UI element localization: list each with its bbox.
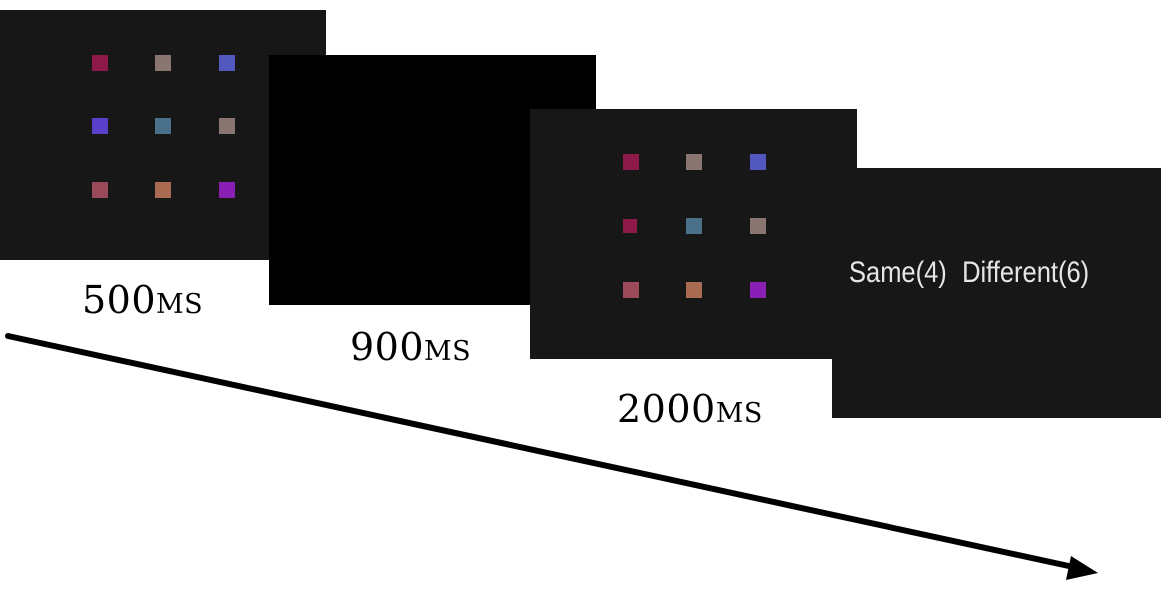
- color-square: [750, 218, 766, 234]
- same-option-label: Same(4): [849, 256, 947, 289]
- color-square: [686, 154, 702, 170]
- color-square: [92, 182, 108, 198]
- different-option-label: Different(6): [962, 256, 1090, 289]
- color-square: [686, 218, 702, 234]
- response-screen: Same(4) Different(6): [832, 168, 1161, 418]
- color-square: [92, 118, 108, 134]
- color-square: [623, 154, 639, 170]
- time-arrow-head: [1066, 556, 1098, 580]
- color-square: [623, 219, 637, 233]
- color-square: [219, 182, 235, 198]
- color-square: [219, 55, 235, 71]
- response-prompt: Same(4) Different(6): [849, 256, 1089, 290]
- time-arrow-shaft: [5, 333, 1081, 571]
- color-square: [750, 154, 766, 170]
- color-square: [750, 282, 766, 298]
- color-square: [92, 55, 108, 71]
- duration-label-interval: 900ms: [350, 325, 472, 369]
- color-square: [155, 182, 171, 198]
- color-square: [155, 118, 171, 134]
- color-square: [686, 282, 702, 298]
- duration-label-test: 2000ms: [617, 387, 763, 431]
- test-array-screen: [530, 109, 857, 359]
- duration-label-memory: 500ms: [82, 278, 204, 322]
- color-square: [623, 282, 639, 298]
- color-square: [155, 55, 171, 71]
- color-square: [219, 118, 235, 134]
